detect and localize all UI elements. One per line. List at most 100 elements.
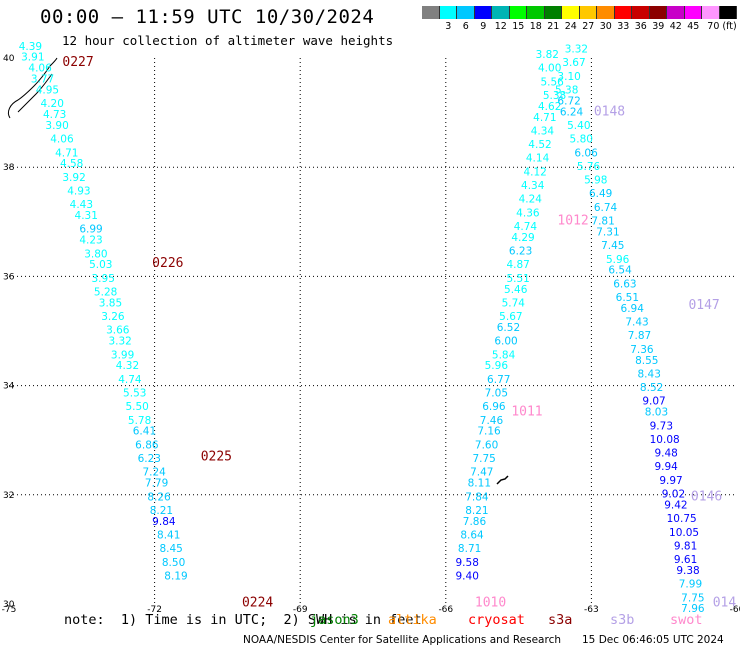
- wave-height-label: 8.41: [157, 529, 180, 541]
- wave-height-label: 7.31: [596, 226, 619, 238]
- chart-title: 00:00 – 11:59 UTC 10/30/2024: [40, 6, 375, 28]
- wave-height-label: 4.14: [526, 153, 550, 165]
- colorbar-label: 3: [445, 21, 452, 32]
- wave-height-label: 6.63: [613, 278, 636, 290]
- wave-height-label: 7.86: [463, 516, 487, 528]
- satellite-legend: jason3 altika cryosat s3a s3b swot: [310, 612, 740, 628]
- colorbar-swatch: [527, 6, 545, 19]
- wave-height-label: 4.74: [514, 221, 538, 233]
- wave-height-label: 3.91: [21, 52, 44, 64]
- wave-height-label: 3.95: [92, 273, 115, 285]
- colorbar-swatch: [509, 6, 527, 19]
- wave-height-label: 7.24: [142, 467, 166, 479]
- wave-height-label: 4.34: [531, 125, 555, 137]
- wave-height-label: 9.94: [654, 461, 678, 473]
- wave-height-label: 4.00: [538, 63, 561, 75]
- pass-time-label: 0225: [201, 449, 232, 464]
- wave-height-label: 4.31: [75, 210, 98, 222]
- colorbar-swatch: [474, 6, 492, 19]
- wave-height-label: 8.64: [460, 529, 484, 541]
- wave-height-label: 5.56: [540, 76, 564, 88]
- colorbar-swatch: [719, 6, 737, 19]
- wave-height-label: 3.66: [106, 325, 130, 337]
- colorbar-swatch: [632, 6, 650, 19]
- wave-height-label: 4.39: [19, 41, 42, 53]
- colorbar: [422, 6, 737, 19]
- wave-height-label: 8.55: [635, 355, 658, 367]
- footer-note: note: 1) Time is in UTC; 2) SWH is in fe…: [64, 612, 422, 628]
- colorbar-label: 9: [480, 21, 487, 32]
- pass-time-label: 1012: [557, 214, 588, 229]
- colorbar-label: 18: [529, 21, 542, 32]
- wave-height-label: 8.43: [638, 368, 661, 380]
- coastline-shape: [7, 57, 58, 119]
- wave-height-label: 7.43: [625, 317, 648, 329]
- satellite-legend-altika: altika: [388, 612, 437, 628]
- wave-height-label: 7.16: [477, 426, 501, 438]
- x-tick-label: -60: [730, 605, 740, 615]
- colorbar-swatch: [649, 6, 667, 19]
- wave-height-label: 7.47: [470, 467, 493, 479]
- colorbar-swatch: [422, 6, 440, 19]
- wave-height-label: 7.46: [480, 415, 504, 427]
- wave-height-label: 4.12: [523, 166, 546, 178]
- wave-height-label: 4.52: [528, 139, 551, 151]
- wave-height-label: 4.43: [70, 199, 93, 211]
- wave-height-label: 6.00: [494, 336, 517, 348]
- satellite-legend-s3a: s3a: [548, 612, 573, 628]
- wave-height-label: 6.99: [79, 224, 102, 236]
- wave-height-label: 9.81: [674, 540, 697, 552]
- wave-height-label: 4.62: [538, 101, 561, 113]
- colorbar-swatch: [544, 6, 562, 19]
- wave-height-label: 4.23: [79, 235, 102, 247]
- pass-time-label: 1011: [511, 405, 542, 420]
- wave-height-label: 4.87: [506, 259, 529, 271]
- x-tick-label: -75: [2, 605, 17, 615]
- wave-height-label: 7.96: [681, 603, 705, 615]
- wave-height-label: 3.26: [101, 311, 125, 323]
- x-tick-label: -72: [147, 605, 162, 615]
- y-tick-label: 30: [3, 600, 15, 610]
- x-tick-label: -63: [584, 605, 599, 615]
- wave-height-label: 5.51: [506, 273, 529, 285]
- wave-height-label: 3.99: [111, 349, 134, 361]
- wave-height-label: 5.46: [504, 284, 528, 296]
- wave-height-label: 5.53: [123, 388, 146, 400]
- colorbar-label: 12: [494, 21, 507, 32]
- y-tick-label: 32: [3, 491, 14, 501]
- pass-time-label: 0147: [688, 298, 719, 313]
- wave-height-label: 6.49: [589, 188, 612, 200]
- wave-height-label: 7.45: [601, 240, 624, 252]
- wave-height-label: 6.24: [560, 106, 584, 118]
- x-tick-label: -66: [438, 605, 453, 615]
- wave-height-label: 9.02: [662, 489, 685, 501]
- wave-height-label: 9.73: [650, 420, 673, 432]
- wave-height-label: 4.93: [67, 186, 90, 198]
- pass-time-label: 1010: [475, 596, 506, 611]
- colorbar-swatch: [439, 6, 457, 19]
- wave-height-label: 6.23: [138, 453, 161, 465]
- wave-height-label: 10.75: [667, 513, 697, 525]
- colorbar-label: 27: [582, 21, 595, 32]
- wave-height-label: 5.76: [577, 161, 601, 173]
- wave-height-label: 3.85: [99, 297, 122, 309]
- satellite-legend-swot: swot: [670, 612, 703, 628]
- colorbar-label: 21: [547, 21, 560, 32]
- colorbar-swatch: [667, 6, 685, 19]
- wave-height-label: 5.38: [555, 84, 578, 96]
- colorbar-swatch: [579, 6, 597, 19]
- wave-height-label: 5.78: [128, 415, 151, 427]
- colorbar-label: 24: [564, 21, 577, 32]
- wave-height-label: 5.96: [606, 254, 630, 266]
- wave-height-label: 9.42: [664, 499, 687, 511]
- colorbar-label: 36: [634, 21, 647, 32]
- wave-height-label: 7.79: [145, 478, 168, 490]
- chart-subtitle: 12 hour collection of altimeter wave hei…: [62, 33, 394, 48]
- wave-height-label: 6.74: [594, 202, 618, 214]
- satellite-legend-s3b: s3b: [610, 612, 635, 628]
- wave-height-label: 6.86: [135, 439, 159, 451]
- wave-height-label: 7.05: [485, 388, 508, 400]
- colorbar-swatch: [702, 6, 720, 19]
- wave-height-label: 6.51: [616, 292, 639, 304]
